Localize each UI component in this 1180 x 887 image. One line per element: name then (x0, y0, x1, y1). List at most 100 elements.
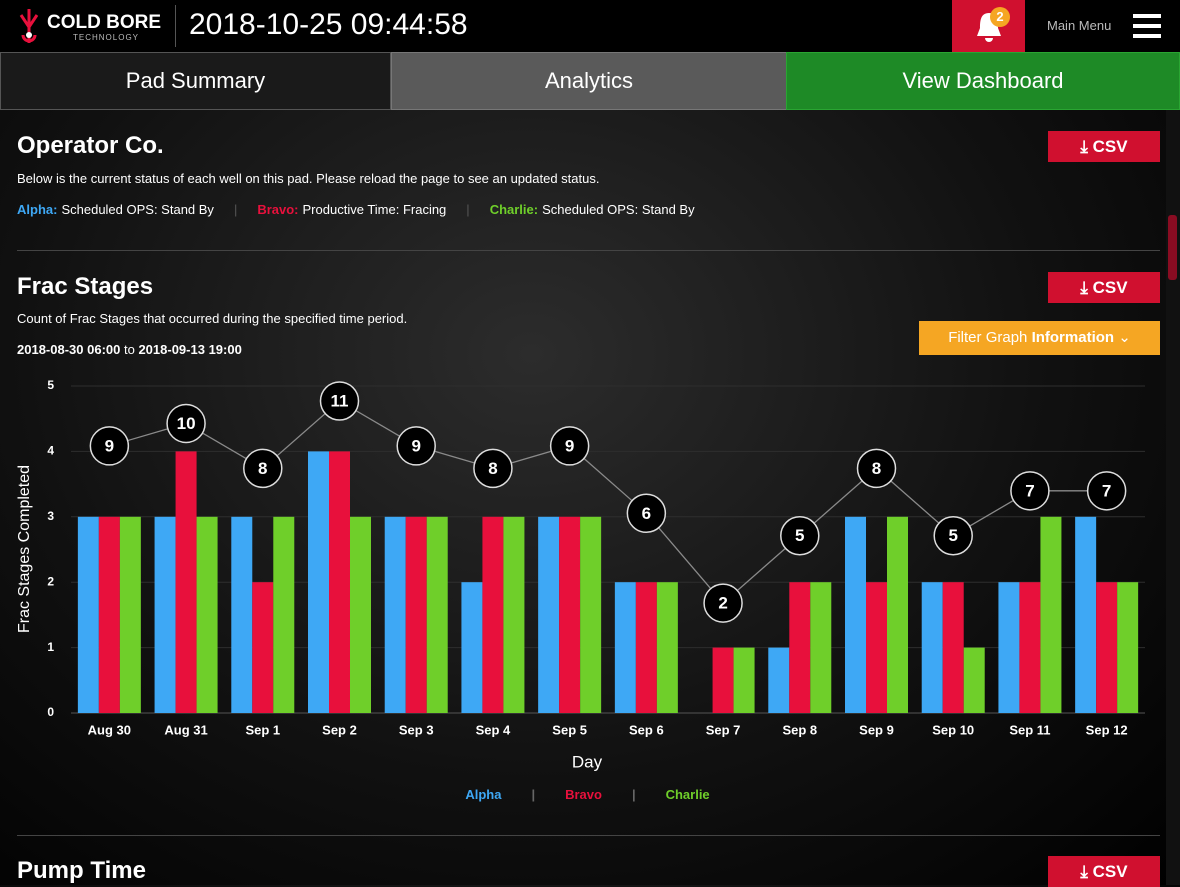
y-tick-label: 0 (47, 705, 54, 719)
y-tick-label: 2 (47, 574, 54, 588)
bar (810, 582, 832, 713)
bar (503, 516, 525, 713)
total-label: 9 (565, 436, 574, 455)
bar (635, 582, 657, 713)
well-name: Charlie: (489, 202, 539, 217)
bar (712, 647, 734, 713)
csv-label: CSV (1092, 278, 1128, 297)
total-marker (243, 448, 283, 489)
total-label: 5 (795, 526, 804, 545)
bar (866, 582, 887, 713)
divider (175, 5, 176, 47)
x-tick-label: Sep 8 (782, 722, 817, 737)
hamburger[interactable] (1133, 13, 1161, 39)
menu-label[interactable]: Main Menu (1047, 18, 1112, 33)
brand-sub: TECHNOLOGY (73, 33, 140, 42)
legend-separator: | (531, 787, 536, 802)
bar (154, 516, 176, 713)
well-name: Alpha: (17, 202, 58, 217)
total-marker (933, 515, 973, 556)
bar (580, 516, 602, 713)
filter-label-bold: Information (1031, 329, 1115, 346)
bar (921, 582, 943, 713)
bar (175, 451, 197, 713)
date-range: 2018-08-30 06:00 to 2018-09-13 19:00 (17, 342, 242, 357)
bar (273, 516, 295, 713)
total-label: 9 (411, 436, 420, 455)
separator: | (233, 202, 238, 217)
total-marker (626, 493, 667, 534)
total-label: 8 (872, 459, 881, 478)
bar (196, 516, 218, 713)
total-label: 10 (177, 414, 196, 433)
section-title: Frac Stages (17, 273, 154, 300)
well-status: Productive Time: Fracing (302, 202, 447, 217)
x-tick-label: Sep 1 (245, 722, 280, 737)
scroll-thumb[interactable] (1168, 215, 1177, 280)
timestamp: 2018-10-25 09:44:58 (189, 8, 468, 41)
legend: Alpha | Bravo | Charlie (0, 787, 1175, 802)
tab[interactable]: Analytics (391, 52, 787, 110)
total-label: 7 (1102, 481, 1111, 500)
x-tick-label: Sep 10 (932, 722, 974, 737)
bar (998, 582, 1020, 713)
csv-button[interactable]: ⤓ CSV (1048, 856, 1160, 887)
bar (789, 582, 811, 713)
total-label: 11 (331, 391, 349, 410)
total-label: 8 (488, 459, 497, 478)
legend-entry: Alpha (465, 787, 502, 802)
total-marker (549, 426, 590, 466)
logo-icon (19, 9, 39, 43)
section-title: Pump Time (17, 857, 146, 884)
y-tick-label: 1 (47, 640, 54, 654)
x-axis-label: Day (572, 752, 603, 771)
divider (17, 835, 1160, 836)
bar (77, 516, 99, 713)
csv-label: CSV (1092, 862, 1128, 881)
bar (231, 516, 253, 713)
range-connector: to (123, 342, 135, 357)
total-label: 5 (948, 526, 957, 545)
total-marker (1086, 471, 1127, 511)
bar (350, 516, 371, 713)
total-marker (166, 403, 206, 444)
brand: COLD BORE (47, 12, 161, 33)
x-tick-label: Sep 12 (1086, 722, 1128, 737)
filter-label: Filter Graph (948, 329, 1028, 346)
subtitle: Count of Frac Stages that occurred durin… (17, 311, 408, 326)
scrollbar[interactable] (1166, 110, 1180, 885)
tab[interactable]: Pad Summary (0, 52, 391, 110)
x-tick-label: Sep 3 (399, 722, 434, 737)
legend-entry: Bravo (565, 787, 602, 802)
x-tick-label: Sep 4 (476, 722, 511, 737)
total-marker (473, 448, 513, 489)
notifications[interactable]: 2 (952, 0, 1025, 52)
total-label: 7 (1025, 481, 1034, 500)
bar (845, 516, 866, 713)
y-tick-label: 5 (47, 378, 54, 392)
range-end: 2018-09-13 19:00 (138, 342, 242, 357)
description: Below is the current status of each well… (17, 171, 600, 186)
bar (768, 647, 790, 713)
bar (942, 582, 964, 713)
csv-button[interactable]: ⤓ CSV (1048, 131, 1160, 162)
filter-button[interactable]: Filter Graph Information ⌄ (919, 321, 1160, 355)
y-tick-label: 3 (47, 509, 54, 523)
range-start: 2018-08-30 06:00 (17, 342, 121, 357)
bar (1040, 516, 1062, 713)
bar (1096, 582, 1118, 713)
header: COLD BORE TECHNOLOGY 2018-10-25 09:44:58… (0, 0, 1180, 52)
total-marker (703, 583, 743, 623)
x-tick-label: Sep 11 (1009, 722, 1050, 737)
bar (426, 516, 448, 713)
csv-button[interactable]: ⤓ CSV (1048, 272, 1160, 303)
total-label: 8 (258, 459, 267, 478)
tab[interactable]: View Dashboard (786, 52, 1180, 110)
bar (308, 451, 329, 713)
statuses: Alpha: Scheduled OPS: Stand By | Bravo: Prod… (17, 202, 695, 217)
bar (98, 516, 120, 713)
bar (482, 516, 504, 713)
well-name: Bravo: (257, 202, 299, 217)
